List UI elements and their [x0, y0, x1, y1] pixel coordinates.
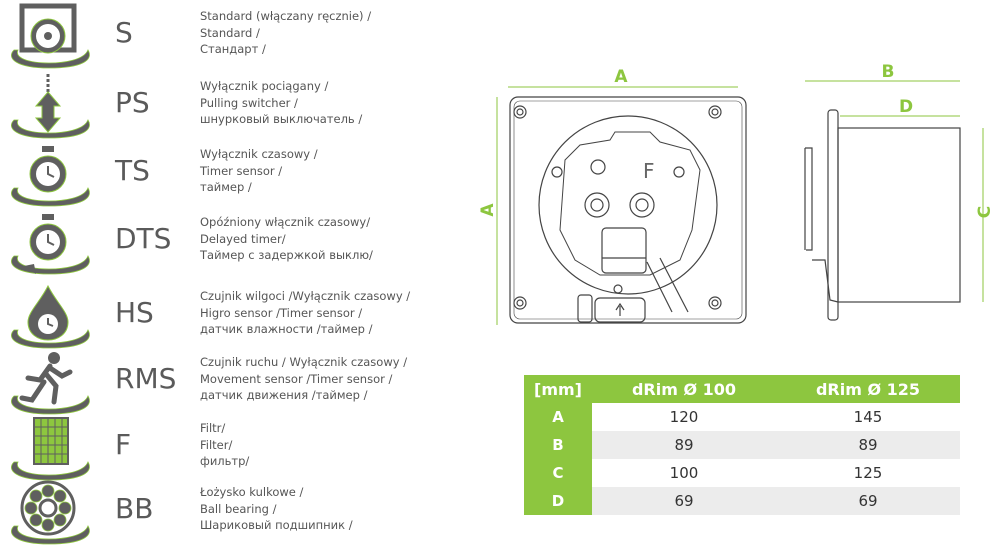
humidity-drop-icon [11, 284, 90, 349]
description-line: Opóźniony włącznik czasowy/ [200, 215, 371, 229]
table-row: C 100 125 [524, 459, 960, 487]
description-line: Czujnik ruchu / Wyłącznik czasowy / [200, 355, 408, 369]
description-line: фильтр/ [200, 454, 250, 468]
feature-code: RMS [115, 362, 177, 395]
description-line: Standard / [200, 25, 260, 40]
description-line: Movement sensor /Timer sensor / [200, 371, 393, 386]
feature-description: Filtr/Filter/фильтр/ [200, 420, 249, 470]
cell: 120 [669, 408, 699, 426]
description-line: таймер / [200, 180, 252, 194]
feature-description: Wyłącznik czasowy / Timer sensor / таймер … [200, 146, 318, 196]
description-line: Delayed timer/ [200, 231, 286, 246]
feature-code: BB [115, 492, 154, 525]
description-line: Wyłącznik pociągany / [200, 79, 329, 93]
description-line: Czujnik wilgoci /Wyłącznik czasowy / [200, 289, 411, 303]
feature-code: S [115, 16, 133, 49]
cell: 100 [669, 464, 699, 482]
feature-s: S Standard (włączany ręcznie) / Standard … [0, 2, 420, 69]
feature-description: Czujnik wilgoci /Wyłącznik czasowy / Higr… [200, 288, 410, 338]
description-line: Pulling switcher / [200, 95, 298, 110]
description-line: Ball bearing / [200, 501, 277, 516]
feature-f: F Filtr/Filter/фильтр/ [0, 414, 420, 481]
description-line: Standard (włączany ręcznie) / [200, 9, 372, 23]
feature-description: Łożysko kulkowe / Ball bearing / Шариковый… [200, 484, 353, 534]
description-line: Filtr/ [200, 421, 226, 435]
description-line: Шариковый подшипник / [200, 518, 353, 532]
feature-code: TS [115, 154, 150, 187]
dimensions-table: [mm] dRim Ø 100 dRim Ø 125 A 120 145 B 8… [524, 375, 960, 515]
ball-bearing-icon [11, 480, 90, 545]
feature-code: PS [115, 86, 150, 119]
description-line: шнурковый выключатель / [200, 112, 363, 126]
description-line: Wyłącznik czasowy / [200, 147, 318, 161]
cell: 69 [776, 487, 960, 515]
dim-label-c: C [975, 206, 995, 218]
feature-rms: RMS Czujnik ruchu / Wyłącznik czasowy / M… [0, 348, 420, 415]
table-row: D 69 69 [524, 487, 960, 515]
side-view [804, 109, 961, 321]
description-line: Таймер с задержкой выклю/ [200, 248, 373, 262]
filter-grid-icon [11, 417, 90, 481]
description-line: Стандарт / [200, 42, 266, 56]
feature-code: HS [115, 296, 154, 329]
feature-hs: HS Czujnik wilgoci /Wyłącznik czasowy / H… [0, 282, 420, 349]
table-header-row: [mm] dRim Ø 100 dRim Ø 125 [524, 375, 960, 403]
description-line: Timer sensor / [200, 163, 283, 178]
header-model-100: dRim Ø 100 [592, 375, 776, 403]
row-dim: A [524, 403, 592, 431]
cell: 125 [853, 464, 883, 482]
cell: 69 [592, 487, 776, 515]
feature-description: Standard (włączany ręcznie) / Standard / С… [200, 8, 371, 58]
front-timer-symbol: F [643, 159, 655, 183]
running-man-icon [11, 352, 90, 415]
description-line: датчик влажности /таймер / [200, 322, 373, 336]
table-row: B 89 89 [524, 431, 960, 459]
delayed-timer-icon [11, 214, 90, 275]
stopwatch-icon [11, 146, 90, 207]
dim-label-b: B [882, 62, 895, 82]
description-line: Higro sensor /Timer sensor / [200, 305, 363, 320]
description-line: Łożysko kulkowe / [200, 485, 304, 499]
header-model-125: dRim Ø 125 [776, 375, 960, 403]
fan-icon [11, 3, 90, 69]
dim-label-a-vertical: A [478, 203, 498, 217]
front-view [509, 96, 747, 324]
feature-ps: PS Wyłącznik pociągany / Pulling switcher… [0, 72, 420, 139]
row-dim: C [524, 459, 592, 487]
feature-dts: DTS Opóźniony włącznik czasowy/Delayed t… [0, 208, 420, 275]
cell: 89 [592, 431, 776, 459]
feature-description: Czujnik ruchu / Wyłącznik czasowy / Movem… [200, 354, 407, 404]
pull-cord-icon [11, 74, 90, 139]
feature-code: F [115, 428, 132, 461]
row-dim: B [524, 431, 592, 459]
cell: 89 [776, 431, 960, 459]
feature-bb: BB Łożysko kulkowe / Ball bearing / Шарико… [0, 478, 420, 545]
feature-description: Wyłącznik pociągany / Pulling switcher / ш… [200, 78, 362, 128]
description-line: Filter/ [200, 437, 233, 452]
table-row: A 120 145 [524, 403, 960, 431]
cell: 145 [853, 408, 883, 426]
dimension-lines [496, 80, 984, 325]
header-unit: [mm] [524, 375, 592, 403]
dim-label-a-horizontal: A [614, 67, 628, 87]
feature-code: DTS [115, 222, 172, 255]
dim-label-d: D [899, 97, 913, 117]
description-line: датчик движения /таймер / [200, 388, 368, 402]
feature-description: Opóźniony włącznik czasowy/Delayed timer… [200, 214, 373, 264]
feature-ts: TS Wyłącznik czasowy / Timer sensor / тайм… [0, 140, 420, 207]
row-dim: D [524, 487, 592, 515]
